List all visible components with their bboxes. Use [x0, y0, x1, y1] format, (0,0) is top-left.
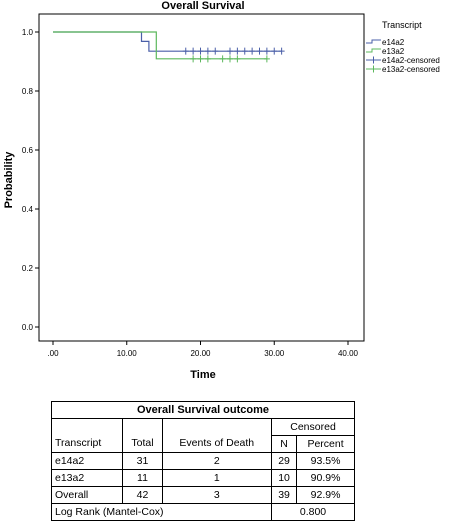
- y-axis: 0.0 0.2 0.4 0.6 0.8 1.0: [22, 28, 39, 332]
- series-layer: [53, 31, 285, 63]
- legend-swatch-e14a2-censored: [366, 56, 381, 64]
- y-tick-label: 1.0: [22, 28, 34, 37]
- row-n: 29: [271, 452, 298, 470]
- row-total: 11: [122, 469, 163, 487]
- censor-mark-e14a2: [227, 47, 233, 55]
- x-tick-label: 30.00: [264, 349, 285, 358]
- censor-mark-e14a2: [197, 47, 204, 55]
- censored-header: Censored: [271, 418, 355, 436]
- y-tick-label: 0.6: [22, 146, 34, 155]
- y-tick-label: 0.4: [22, 205, 34, 214]
- table-header-row-2: Transcript Total Events of Death N Perce…: [50, 435, 355, 453]
- x-tick-label: 40.00: [338, 349, 359, 358]
- outcome-table-container: Overall Survival outcome Censored Transc…: [50, 401, 355, 521]
- censor-mark-e14a2: [241, 47, 248, 55]
- header-percent: Percent: [296, 435, 355, 453]
- censor-mark-e14a2: [182, 47, 189, 55]
- legend-label-e14a2: e14a2: [382, 38, 405, 47]
- censor-mark-e13a2: [197, 55, 204, 63]
- row-transcript: e13a2: [50, 469, 124, 487]
- row-percent: 93.5%: [296, 452, 355, 470]
- row-events: 1: [161, 469, 273, 487]
- chart-title: Overall Survival: [161, 0, 244, 12]
- logrank-label: Log Rank (Mantel-Cox): [50, 503, 273, 521]
- x-tick-label: .00: [47, 349, 59, 358]
- header-transcript: Transcript: [50, 435, 124, 453]
- row-total: 42: [122, 486, 163, 504]
- series-line-e13a2: [53, 31, 267, 60]
- censor-mark-e13a2: [227, 55, 233, 63]
- table-row: e13a2 11 1 10 90.9%: [50, 469, 355, 487]
- header-events: Events of Death: [161, 435, 273, 453]
- censor-mark-e13a2: [263, 55, 270, 63]
- table-title: Overall Survival outcome: [51, 401, 355, 419]
- censor-mark-e14a2: [234, 47, 241, 55]
- legend-swatch-e13a2-censored: [366, 65, 381, 73]
- table-header-row-1: Censored: [50, 418, 355, 436]
- legend-label-e13a2-censored: e13a2-censored: [382, 65, 440, 74]
- legend: Transcript e14a2e13a2e14a2-censorede13a2…: [366, 20, 440, 74]
- censor-mark-e14a2: [263, 47, 270, 55]
- logrank-value: 0.800: [271, 503, 355, 521]
- x-axis-label: Time: [190, 369, 215, 381]
- row-n: 39: [271, 486, 298, 504]
- legend-swatch-e14a2: [366, 39, 381, 44]
- censor-mark-e13a2: [204, 55, 211, 63]
- header-n: N: [271, 435, 298, 453]
- censor-mark-e14a2: [212, 47, 219, 55]
- x-tick-label: 10.00: [117, 349, 138, 358]
- x-axis: .00 10.00 20.00 30.00 40.00: [47, 341, 359, 358]
- censor-mark-e14a2: [204, 47, 211, 55]
- y-tick-label: 0.0: [22, 323, 34, 332]
- legend-swatch-e13a2: [366, 48, 381, 53]
- row-percent: 92.9%: [296, 486, 355, 504]
- table-row: Overall 42 3 39 92.9%: [50, 486, 355, 504]
- table-row: e14a2 31 2 29 93.5%: [50, 452, 355, 470]
- y-tick-label: 0.8: [22, 87, 34, 96]
- y-axis-label: Probability: [3, 151, 15, 209]
- x-tick-label: 20.00: [190, 349, 211, 358]
- outcome-table: Overall Survival outcome Censored Transc…: [50, 401, 355, 521]
- censor-mark-e13a2: [219, 55, 226, 63]
- table-title-row: Overall Survival outcome: [51, 401, 355, 419]
- logrank-row: Log Rank (Mantel-Cox) 0.800: [50, 503, 355, 521]
- row-n: 10: [271, 469, 298, 487]
- legend-title: Transcript: [382, 20, 422, 30]
- plot-area: [38, 13, 365, 342]
- row-events: 3: [161, 486, 273, 504]
- row-transcript: e14a2: [50, 452, 124, 470]
- censor-mark-e14a2: [278, 47, 285, 55]
- legend-label-e14a2-censored: e14a2-censored: [382, 56, 440, 65]
- censor-mark-e14a2: [256, 47, 263, 55]
- censor-mark-e14a2: [249, 47, 256, 55]
- row-total: 31: [122, 452, 163, 470]
- y-tick-label: 0.2: [22, 264, 34, 273]
- censor-mark-e14a2: [271, 47, 278, 55]
- censor-mark-e13a2: [234, 55, 241, 63]
- row-percent: 90.9%: [296, 469, 355, 487]
- legend-label-e13a2: e13a2: [382, 47, 405, 56]
- header-total: Total: [122, 435, 163, 453]
- row-events: 2: [161, 452, 273, 470]
- censor-mark-e13a2: [190, 55, 197, 63]
- row-transcript: Overall: [50, 486, 124, 504]
- censor-mark-e14a2: [190, 47, 197, 55]
- survival-chart: Overall Survival 0.0 0.2 0.4 0.6 0.8 1.0 .00 1…: [3, 0, 440, 381]
